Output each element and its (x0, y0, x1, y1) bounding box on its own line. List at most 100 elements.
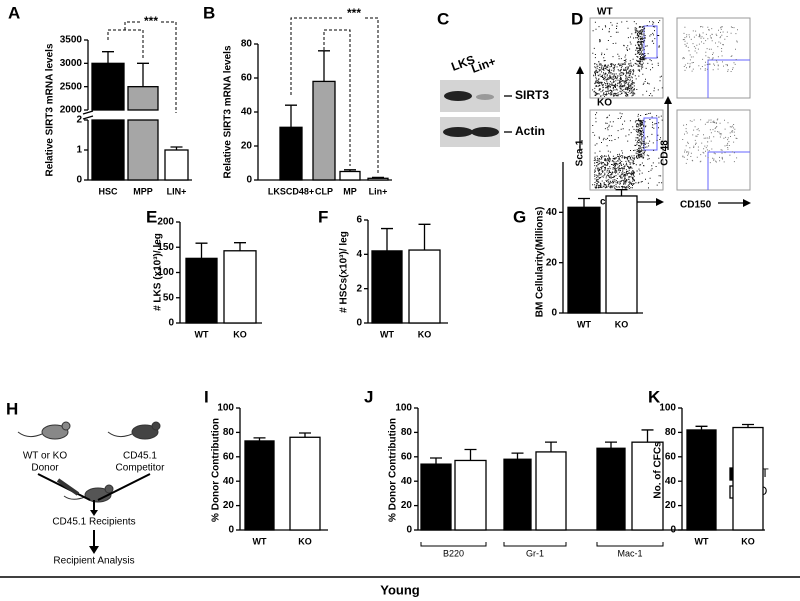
bar (371, 250, 403, 324)
bar (312, 80, 336, 181)
flow-frame (676, 109, 751, 191)
panel-letter: K (648, 387, 661, 406)
y-tick-label: 3000 (60, 58, 83, 69)
error-bar (318, 50, 330, 82)
x-tick-label: B220 (443, 548, 464, 558)
panel-letter: D (571, 9, 583, 28)
panel-letter: H (6, 399, 18, 418)
x-tick-label: KO (615, 319, 629, 329)
panel-letter: C (437, 9, 449, 28)
schematic-text: Competitor (116, 463, 166, 474)
bar (408, 249, 441, 324)
y-tick-label: 20 (241, 141, 253, 152)
y-tick-label: 0 (551, 308, 557, 319)
group-bracket (596, 542, 664, 547)
y-tick-label: 4 (356, 249, 362, 260)
panel-letter: A (8, 3, 20, 22)
y-tick-label: 2000 (60, 105, 83, 116)
x-axis-label: CD150 (680, 200, 712, 211)
blot-band (471, 127, 499, 137)
row-label: WT (597, 7, 613, 18)
y-tick-label: 50 (163, 292, 175, 303)
y-tick-label: 40 (665, 476, 677, 487)
bar (244, 440, 275, 531)
bar (596, 447, 626, 531)
schematic-text: CD45.1 (123, 451, 157, 462)
bar (535, 451, 567, 531)
y-tick-label: 0 (168, 318, 174, 329)
x-tick-label: KO (741, 536, 755, 546)
schematic-text: WT or KO (23, 451, 67, 462)
arrow-head (576, 66, 584, 74)
bar (631, 441, 664, 531)
x-tick-label: CLP (315, 186, 333, 196)
x-tick-label: WT (380, 329, 394, 339)
error-bar (102, 51, 114, 64)
error-bar (615, 189, 628, 196)
x-tick-label: LKSCD48+ (268, 186, 314, 196)
y-tick-label: 100 (659, 403, 676, 414)
schematic-text: Recipient Analysis (53, 556, 134, 567)
error-bar (578, 197, 590, 208)
bar (367, 177, 389, 181)
bar (454, 459, 487, 531)
panel-letter: J (364, 387, 373, 406)
y-tick-label: 100 (217, 403, 234, 414)
error-bar (418, 223, 431, 251)
x-tick-label: KO (233, 329, 247, 339)
flow-dots (682, 118, 738, 164)
x-tick-label: WT (195, 329, 209, 339)
x-tick-label: WT (253, 536, 267, 546)
y-tick-label: 20 (223, 500, 235, 511)
bar (185, 257, 218, 324)
error-bar (381, 227, 393, 251)
y-tick-label: 80 (241, 39, 253, 50)
y-axis-label: Sca-1 (575, 139, 586, 166)
y-tick-label: 80 (401, 427, 413, 438)
bar (567, 206, 601, 314)
y-tick-label: 1 (76, 145, 82, 156)
flow-frame (676, 17, 751, 99)
group-bracket (420, 542, 487, 547)
y-tick-label: 60 (223, 451, 235, 462)
significance-bracket (290, 17, 379, 174)
y-axis-label: CD48 (660, 140, 671, 166)
row-label: KO (597, 98, 612, 109)
flow-panel: D WT KO Sca-1 CD48 cKit CD150 (571, 7, 751, 211)
arrow-head (90, 510, 98, 516)
schematic-text: Donor (31, 463, 59, 474)
y-tick-label: 2 (356, 283, 362, 294)
significance-bracket (107, 21, 177, 113)
error-bar (137, 62, 149, 87)
x-tick-label: WT (695, 536, 709, 546)
y-tick-label: 20 (401, 500, 413, 511)
bar (605, 195, 638, 314)
gate (643, 25, 658, 59)
y-tick-label: 100 (395, 403, 412, 414)
y-tick-label: 40 (401, 476, 413, 487)
y-axis-label: BM Cellularity(Millions) (535, 207, 546, 318)
arrow-head (656, 198, 664, 206)
y-tick-label: 40 (223, 476, 235, 487)
footer-label: Young (380, 582, 420, 597)
flow-dots (592, 20, 663, 97)
bar (91, 119, 125, 181)
error-bar (545, 441, 557, 452)
bar (420, 463, 452, 531)
error-bar (285, 104, 297, 128)
y-tick-label: 0 (228, 525, 234, 536)
y-tick-label: 20 (665, 500, 677, 511)
error-bar (430, 457, 442, 465)
y-axis-label: # HSCs(x10³)/ leg (339, 231, 350, 313)
bar (339, 170, 361, 181)
x-tick-label: LIN+ (167, 186, 187, 196)
x-tick-label: HSC (98, 186, 118, 196)
y-tick-label: 20 (546, 257, 558, 268)
gate (643, 117, 658, 151)
error-bar (234, 242, 246, 251)
blot-band (476, 94, 494, 100)
y-tick-label: 200 (157, 217, 174, 228)
y-tick-label: 100 (157, 267, 174, 278)
bar (164, 149, 189, 181)
